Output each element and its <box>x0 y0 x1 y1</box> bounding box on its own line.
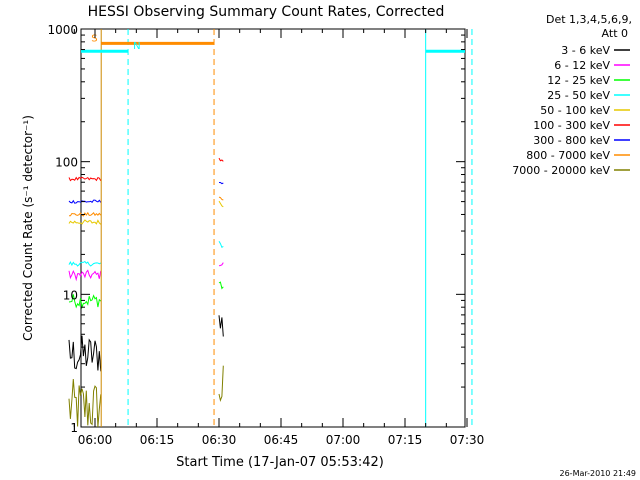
legend-label-6: 300 - 800 keV <box>533 134 610 147</box>
series-line-0 <box>68 315 224 372</box>
series-line-5 <box>68 157 224 182</box>
legend-label-8: 7000 - 20000 keV <box>512 164 610 177</box>
x-tick-label: 06:45 <box>264 433 299 447</box>
legend-label-3: 25 - 50 keV <box>547 89 610 102</box>
marker-layer: SN <box>81 29 473 427</box>
x-tick-label: 06:15 <box>140 433 175 447</box>
y-axis-label: Corrected Count Rate (s⁻¹ detector⁻¹) <box>21 115 35 341</box>
marker-label-N: N <box>133 41 140 52</box>
y-tick-label: 1 <box>70 421 78 435</box>
x-tick-label: 07:15 <box>388 433 423 447</box>
legend-label-2: 12 - 25 keV <box>547 74 610 87</box>
y-tick-label: 100 <box>55 156 78 170</box>
x-tick-label: 06:00 <box>78 433 113 447</box>
series-line-4 <box>68 200 224 225</box>
legend-header-line-2: Att 0 <box>602 27 628 40</box>
plot-frame <box>80 28 466 428</box>
marker-label-S: S <box>91 33 97 44</box>
series-line-3 <box>68 240 224 267</box>
axis-layer: 06:00 06:15 06:30 06:45 07:00 07:15 07:30 1 10 10… <box>47 23 484 447</box>
legend-label-0: 3 - 6 keV <box>561 44 610 57</box>
legend: Det 1,3,4,5,6,9, Att 0 3 - 6 keV 6 - 12 k… <box>512 13 632 177</box>
legend-label-7: 800 - 7000 keV <box>526 149 610 162</box>
series-line-1 <box>68 262 224 282</box>
y-tick-label: 10 <box>63 288 78 302</box>
y-tick-label: 1000 <box>47 23 78 37</box>
legend-header-line-1: Det 1,3,4,5,6,9, <box>546 13 632 26</box>
legend-label-5: 100 - 300 keV <box>533 119 610 132</box>
legend-label-4: 50 - 100 keV <box>540 104 610 117</box>
x-tick-label: 07:00 <box>326 433 361 447</box>
x-tick-label: 06:30 <box>202 433 237 447</box>
x-axis-label: Start Time (17-Jan-07 05:53:42) <box>176 455 384 470</box>
series-line-6 <box>68 182 224 204</box>
legend-label-1: 6 - 12 keV <box>554 59 610 72</box>
series-line-7 <box>69 196 224 217</box>
chart-title: HESSI Observing Summary Count Rates, Cor… <box>88 4 445 20</box>
x-tick-label: 07:30 <box>450 433 485 447</box>
series-line-8 <box>68 365 224 428</box>
series-layer <box>68 157 224 428</box>
series-line-2 <box>68 281 224 310</box>
timestamp: 26-Mar-2010 21:49 <box>560 469 637 478</box>
